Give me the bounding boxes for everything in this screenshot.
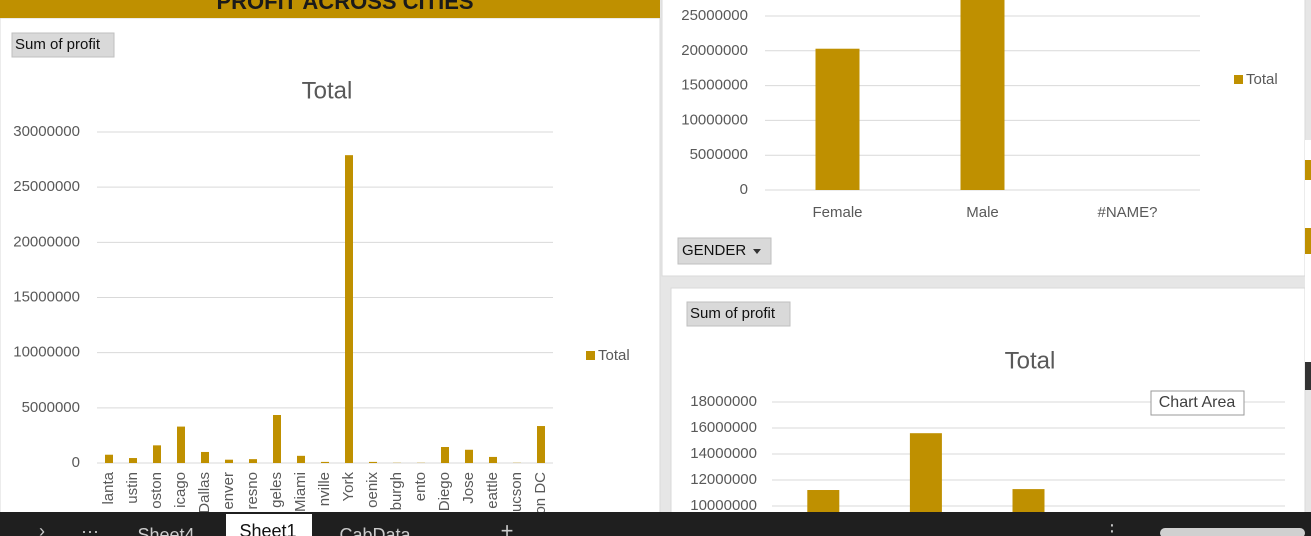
bar xyxy=(177,426,185,463)
active-tab[interactable] xyxy=(226,514,312,536)
edge-panel xyxy=(1305,140,1311,390)
y-tick-label: 10000000 xyxy=(681,111,748,128)
x-tick-label: Male xyxy=(966,204,999,221)
bar xyxy=(345,155,353,464)
bar xyxy=(441,447,449,463)
y-tick-label: 10000000 xyxy=(13,344,80,361)
edge-strip xyxy=(1305,160,1311,180)
y-tick-label: 25000000 xyxy=(13,178,80,195)
y-tick-label: 15000000 xyxy=(13,288,80,305)
bar xyxy=(537,426,545,463)
bar xyxy=(225,459,233,463)
bar xyxy=(273,415,281,463)
y-tick-label: 5000000 xyxy=(22,399,80,416)
options[interactable]: ⋮ xyxy=(1103,521,1121,536)
dropdown-arrow xyxy=(753,249,761,254)
x-tick-label: ento xyxy=(412,472,429,501)
bar xyxy=(129,458,137,463)
y-tick-label: 20000000 xyxy=(681,42,748,59)
y-tick-label: 30000000 xyxy=(13,123,80,140)
sheet-bar xyxy=(0,512,1311,536)
x-tick-label: #NAME? xyxy=(1097,204,1157,221)
y-tick-label: 16000000 xyxy=(690,419,757,436)
sheet-tab[interactable]: CabData xyxy=(339,525,411,536)
filter-button-label: GENDER xyxy=(682,242,746,259)
more-tabs[interactable]: ··· xyxy=(81,521,99,536)
x-tick-label: Diego xyxy=(436,472,453,511)
legend-label: Total xyxy=(598,347,630,364)
legend-swatch xyxy=(586,351,595,360)
x-tick-label: eattle xyxy=(484,472,501,509)
x-tick-label: Jose xyxy=(460,472,477,504)
bar xyxy=(960,0,1005,190)
y-tick-label: 5000000 xyxy=(690,146,748,163)
bar xyxy=(105,454,113,463)
x-tick-label: oston xyxy=(148,472,165,509)
x-tick-label: on DC xyxy=(532,472,549,515)
y-tick-label: 0 xyxy=(72,454,80,471)
banner-title: PROFIT ACROSS CITIES xyxy=(216,0,473,14)
edge-strip xyxy=(1305,362,1311,390)
bar xyxy=(369,461,377,463)
x-tick-label: burgh xyxy=(388,472,405,510)
y-tick-label: 20000000 xyxy=(13,233,80,250)
bar xyxy=(465,449,473,463)
field-button-label: Sum of profit xyxy=(690,305,776,322)
y-tick-label: 15000000 xyxy=(681,77,748,94)
sheet-tab[interactable]: Sheet1 xyxy=(239,521,296,536)
bar xyxy=(153,445,161,463)
banner xyxy=(0,0,660,18)
field-button[interactable] xyxy=(11,32,115,58)
x-tick-label: icago xyxy=(172,472,189,508)
chart-title: Total xyxy=(302,77,353,104)
x-tick-label: oenix xyxy=(364,472,381,508)
x-tick-label: lanta xyxy=(100,471,117,504)
x-tick-label: York xyxy=(340,472,357,502)
sheet-tab[interactable]: Sheet4 xyxy=(137,525,194,536)
x-tick-label: geles xyxy=(268,472,285,508)
x-tick-label: enver xyxy=(220,472,237,510)
field-button[interactable] xyxy=(686,301,791,327)
legend-label: Total xyxy=(1246,71,1278,88)
y-tick-label: 10000000 xyxy=(690,497,757,514)
x-tick-label: ustin xyxy=(124,472,141,504)
y-tick-label: 18000000 xyxy=(690,393,757,410)
bar xyxy=(321,461,329,463)
chart-title: Total xyxy=(1005,347,1056,374)
bar xyxy=(489,456,497,463)
bar xyxy=(201,451,209,463)
x-tick-label: resno xyxy=(244,472,261,510)
y-tick-label: 12000000 xyxy=(690,471,757,488)
tooltip-box xyxy=(1150,390,1245,416)
tooltip: Chart Area xyxy=(1159,394,1236,411)
x-tick-label: Dallas xyxy=(196,472,213,514)
legend-swatch xyxy=(1234,75,1243,84)
edge-strip xyxy=(1305,228,1311,254)
x-tick-label: Miami xyxy=(292,472,309,512)
x-tick-label: nville xyxy=(316,472,333,506)
y-tick-label: 25000000 xyxy=(681,7,748,24)
bar xyxy=(815,48,860,190)
chart-panel xyxy=(0,17,661,519)
x-tick-label: ucson xyxy=(508,472,525,512)
bar xyxy=(249,459,257,463)
bar xyxy=(297,455,305,463)
y-tick-label: 14000000 xyxy=(690,445,757,462)
add-sheet[interactable]: + xyxy=(501,518,514,536)
field-button-label: Sum of profit xyxy=(15,36,101,53)
scroll-arrow[interactable]: › xyxy=(39,521,45,536)
x-tick-label: Female xyxy=(812,204,862,221)
y-tick-label: 0 xyxy=(740,181,748,198)
scrollbar[interactable] xyxy=(1160,528,1305,536)
